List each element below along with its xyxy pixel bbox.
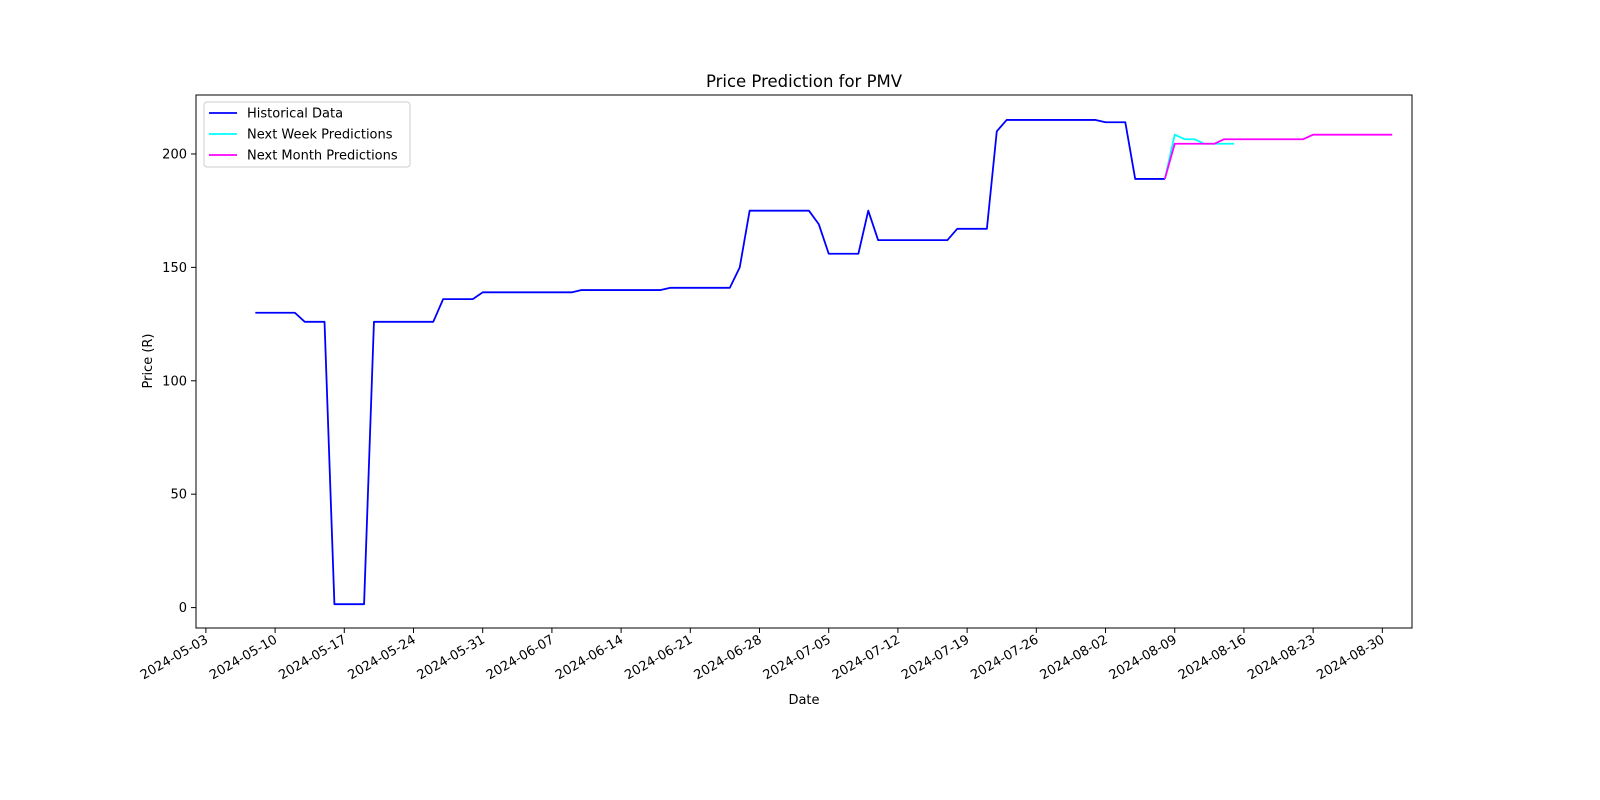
x-axis: 2024-05-032024-05-102024-05-172024-05-24… (138, 628, 1387, 683)
y-axis-label: Price (R) (141, 333, 156, 388)
legend-label: Next Month Predictions (247, 149, 398, 164)
x-tick-label: 2024-08-09 (1107, 632, 1180, 683)
x-tick-label: 2024-06-14 (553, 632, 626, 683)
y-tick-label: 0 (179, 601, 187, 616)
legend-label: Next Week Predictions (247, 128, 393, 143)
x-tick-label: 2024-08-23 (1245, 632, 1318, 683)
x-tick-label: 2024-05-03 (138, 632, 211, 683)
x-tick-label: 2024-05-10 (207, 632, 280, 683)
legend-label: Historical Data (247, 107, 343, 122)
plot-area-frame (195, 94, 1413, 629)
x-tick-label: 2024-06-21 (622, 632, 695, 683)
x-tick-label: 2024-06-28 (692, 632, 765, 683)
chart-title: Price Prediction for PMV (706, 72, 903, 91)
x-tick-label: 2024-08-02 (1038, 632, 1111, 683)
x-axis-label: Date (788, 693, 819, 708)
x-tick-label: 2024-08-30 (1314, 632, 1387, 683)
y-tick-label: 50 (170, 488, 187, 503)
x-tick-label: 2024-07-05 (761, 632, 834, 683)
y-tick-label: 100 (162, 374, 187, 389)
x-tick-label: 2024-07-12 (830, 632, 903, 683)
legend-box (203, 101, 411, 168)
x-tick-label: 2024-05-31 (415, 632, 488, 683)
y-tick-label: 150 (162, 261, 187, 276)
y-tick-label: 200 (162, 147, 187, 162)
x-tick-label: 2024-07-19 (899, 632, 972, 683)
x-tick-label: 2024-07-26 (968, 632, 1041, 683)
plot-lines (255, 119, 1393, 606)
series-line-3 (1163, 133, 1393, 180)
series-line-1 (255, 119, 1165, 606)
x-tick-label: 2024-08-16 (1176, 632, 1249, 683)
x-tick-label: 2024-05-24 (346, 632, 419, 683)
x-tick-label: 2024-06-07 (484, 632, 557, 683)
x-tick-label: 2024-05-17 (276, 632, 349, 683)
legend: Historical Data Next Week Predictions Next… (203, 101, 411, 168)
y-axis: 0 50 100 150 200 (162, 147, 196, 616)
series-line-2 (1163, 133, 1235, 180)
